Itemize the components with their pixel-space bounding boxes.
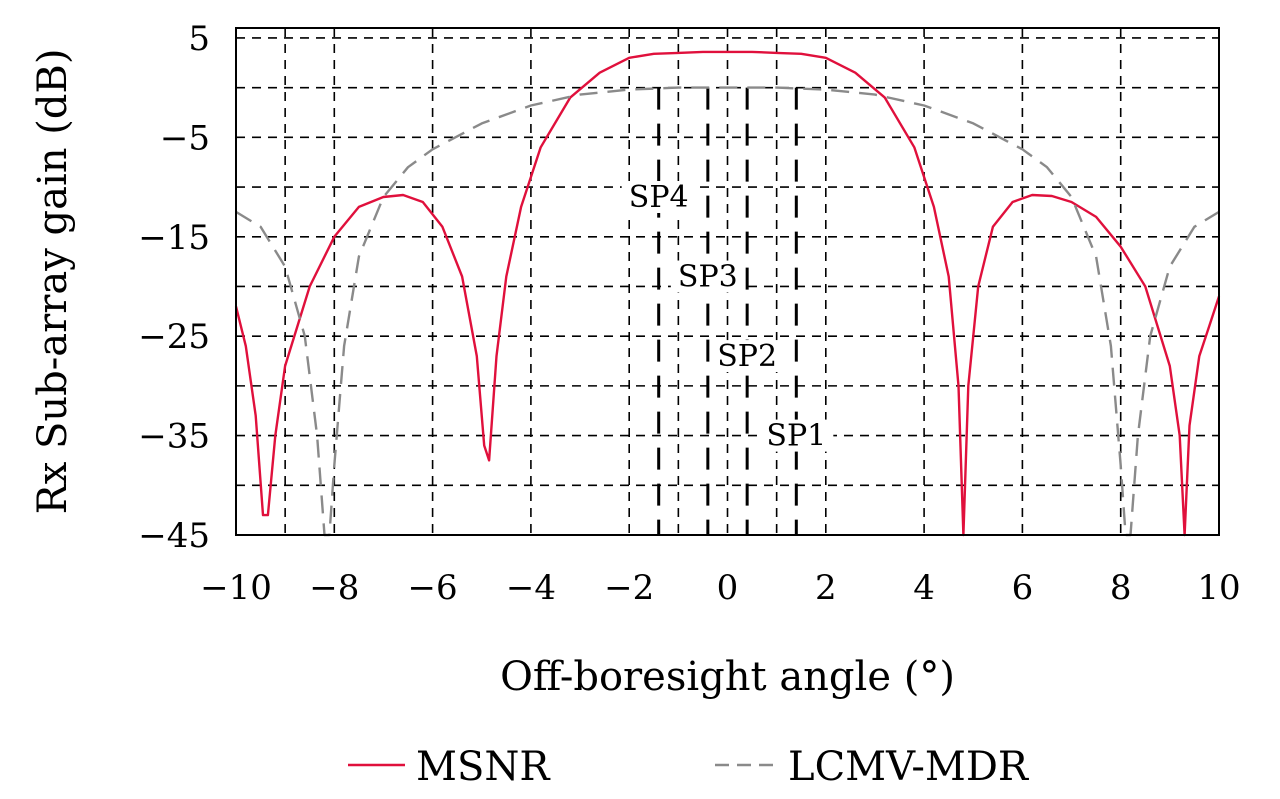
- steering-label-sp4: SP4: [629, 180, 689, 215]
- x-axis-ticks: −10 −8 −6 −4 −2 0 2 4 6 8 10: [200, 568, 1241, 608]
- steering-lines: SP4 SP3 SP2 SP1: [621, 87, 834, 535]
- series-line-msnr: [234, 50, 1221, 537]
- steering-label-bg: [670, 260, 745, 293]
- x-tick-label: −10: [200, 568, 272, 608]
- y-tick-label: −45: [138, 516, 210, 556]
- plot-frame: [235, 27, 1220, 536]
- x-tick-label: 6: [1012, 568, 1034, 608]
- y-tick-label: −35: [138, 417, 210, 457]
- steering-label-sp3: SP3: [678, 260, 738, 295]
- legend-label-lcmv-mdr: LCMV-MDR: [788, 744, 1030, 790]
- x-tick-label: 10: [1197, 568, 1240, 608]
- x-tick-label: 2: [815, 568, 837, 608]
- x-tick-label: −8: [309, 568, 359, 608]
- x-tick-label: −4: [506, 568, 556, 608]
- y-tick-label: −5: [160, 118, 210, 158]
- x-axis-label: Off-boresight angle (°): [500, 654, 955, 700]
- y-tick-label: −25: [138, 317, 210, 357]
- y-tick-label: 5: [188, 19, 210, 59]
- x-tick-label: 8: [1110, 568, 1132, 608]
- x-tick-label: −6: [408, 568, 458, 608]
- y-tick-label: −15: [138, 218, 210, 258]
- steering-label-sp1: SP1: [766, 419, 826, 454]
- x-tick-label: 0: [717, 568, 739, 608]
- steering-label-bg: [621, 181, 696, 213]
- legend: MSNR LCMV-MDR: [348, 744, 1030, 790]
- x-tick-label: 4: [913, 568, 935, 608]
- y-axis-label: Rx Sub-array gain (dB): [30, 49, 76, 515]
- y-axis-ticks: 5 −5 −15 −25 −35 −45: [138, 19, 210, 556]
- legend-label-msnr: MSNR: [416, 744, 551, 790]
- steering-label-bg: [759, 419, 834, 452]
- steering-label-sp2: SP2: [717, 339, 777, 374]
- x-tick-label: −2: [604, 568, 654, 608]
- steering-label-bg: [710, 340, 785, 373]
